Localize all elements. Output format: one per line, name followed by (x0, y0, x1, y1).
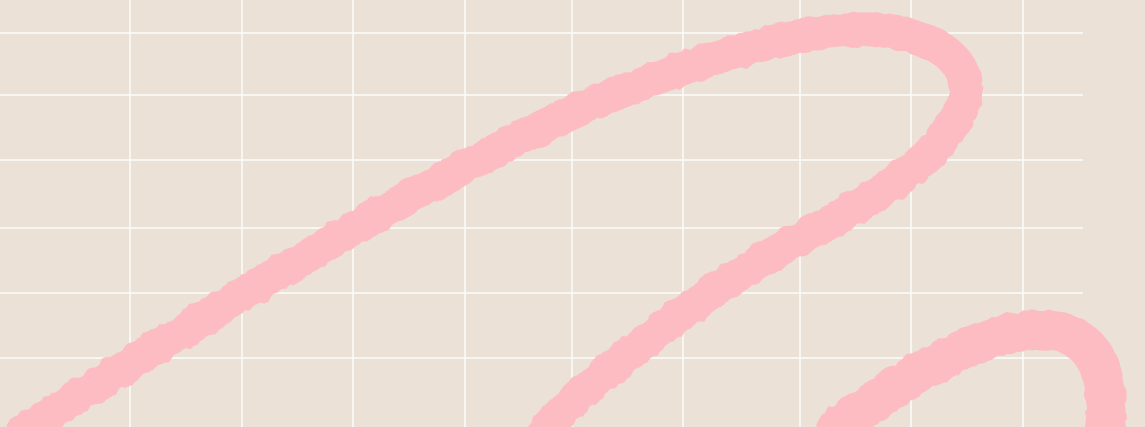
page: (() => { const data = JSON.parse(documen… (0, 0, 1145, 427)
background (0, 0, 1145, 427)
